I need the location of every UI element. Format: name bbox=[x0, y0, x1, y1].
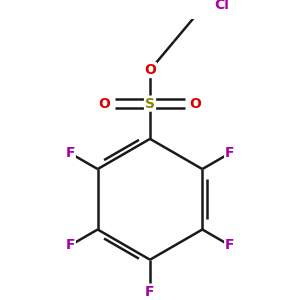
Text: O: O bbox=[189, 97, 201, 111]
Text: F: F bbox=[65, 146, 75, 160]
Text: F: F bbox=[225, 238, 235, 253]
Text: F: F bbox=[65, 238, 75, 253]
Text: F: F bbox=[225, 146, 235, 160]
Text: O: O bbox=[99, 97, 111, 111]
Text: O: O bbox=[144, 63, 156, 77]
Text: S: S bbox=[145, 97, 155, 111]
Text: Cl: Cl bbox=[214, 0, 230, 13]
Text: F: F bbox=[145, 285, 155, 298]
